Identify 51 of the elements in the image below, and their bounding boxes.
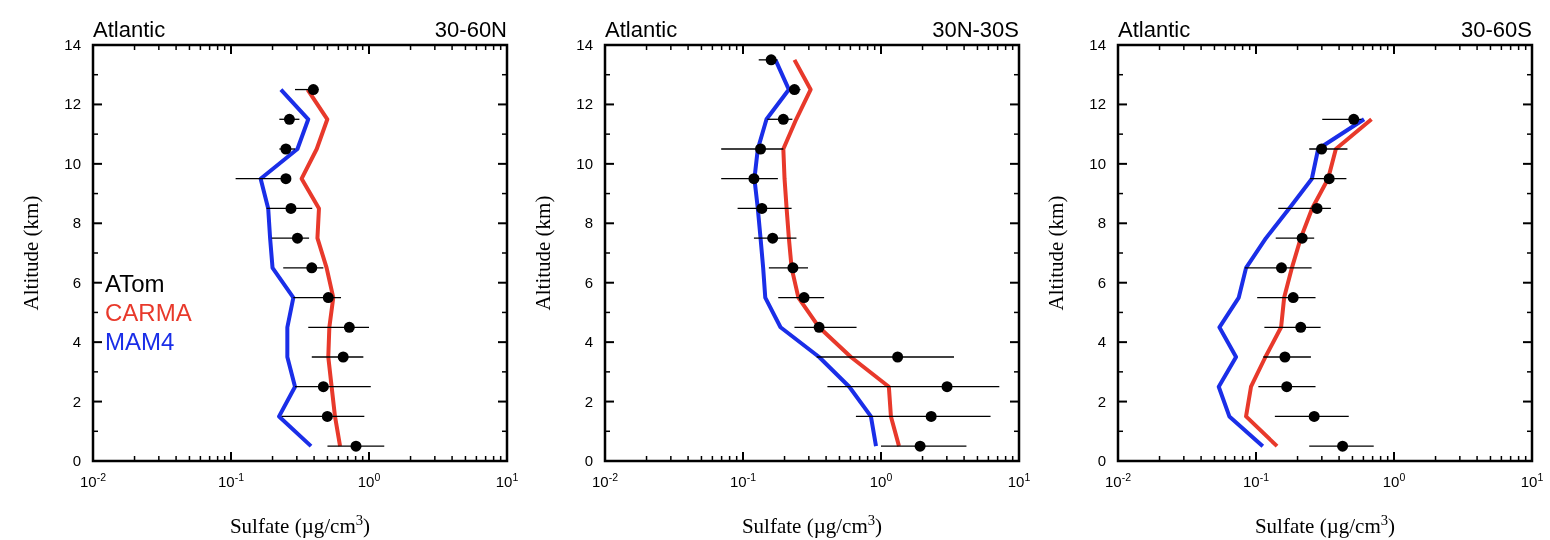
y-tick-label: 4 — [72, 333, 81, 351]
y-tick-label: 8 — [72, 214, 81, 232]
y-tick-label: 0 — [1097, 452, 1106, 469]
text: MAM4 — [105, 328, 175, 355]
y-axis-title: Altitude (km) — [19, 195, 43, 311]
chart-title: Atlantic — [605, 17, 678, 42]
x-tick-label: 10$^{0}$ — [357, 471, 381, 490]
y-tick-label: 4 — [1097, 333, 1106, 351]
y-axis-title: Altitude (km) — [531, 195, 555, 311]
x-axis-title: Sulfate (µg/cm$^{3}$) — [741, 512, 883, 538]
chart-title: Atlantic — [1118, 17, 1191, 42]
text: CARMA — [105, 299, 192, 326]
y-tick-label: 0 — [584, 452, 593, 469]
y-tick-label: 12 — [1089, 95, 1106, 113]
x-axis-title: Sulfate (µg/cm$^{3}$) — [1254, 512, 1396, 538]
x-tick-label: 10$^{0}$ — [1382, 471, 1406, 490]
y-tick-label: 2 — [72, 392, 81, 410]
y-tick-label: 12 — [576, 95, 593, 113]
x-tick-label: 10$^{0}$ — [869, 471, 893, 490]
chart-title: Atlantic — [93, 17, 166, 42]
x-tick-label: 10$^{1}$ — [495, 471, 519, 490]
chart-subtitle: 30N-30S — [932, 17, 1019, 42]
y-tick-label: 14 — [64, 36, 81, 53]
y-tick-label: 14 — [576, 36, 593, 53]
chart-subtitle: 30-60S — [1461, 17, 1532, 42]
y-tick-label: 2 — [1097, 392, 1106, 410]
y-tick-label: 12 — [64, 95, 81, 113]
y-tick-label: 10 — [64, 154, 81, 172]
x-tick-label: 10$^{1}$ — [1007, 471, 1031, 490]
x-tick-label: 10$^{-1}$ — [729, 471, 757, 490]
y-axis-title: Altitude (km) — [1044, 195, 1068, 311]
y-tick-label: 10 — [576, 154, 593, 172]
y-tick-label: 8 — [584, 214, 593, 232]
y-tick-label: 10 — [1089, 154, 1106, 172]
x-tick-label: 10$^{-2}$ — [1104, 471, 1132, 490]
y-tick-label: 6 — [1097, 273, 1106, 291]
x-tick-label: 10$^{-2}$ — [591, 471, 619, 490]
y-tick-label: 0 — [72, 452, 81, 469]
chart-subtitle: 30-60N — [434, 17, 507, 42]
y-tick-label: 2 — [584, 392, 593, 410]
x-tick-label: 10$^{1}$ — [1520, 471, 1544, 490]
y-tick-label: 6 — [584, 273, 593, 291]
x-axis-title: Sulfate (µg/cm$^{3}$) — [229, 512, 371, 538]
y-tick-label: 8 — [1097, 214, 1106, 232]
y-tick-label: 14 — [1089, 36, 1106, 53]
y-tick-label: 4 — [584, 333, 593, 351]
text: ATom — [105, 270, 165, 297]
y-tick-label: 6 — [72, 273, 81, 291]
x-tick-label: 10$^{-1}$ — [217, 471, 245, 490]
x-tick-label: 10$^{-2}$ — [79, 471, 107, 490]
x-tick-label: 10$^{-1}$ — [1242, 471, 1270, 490]
